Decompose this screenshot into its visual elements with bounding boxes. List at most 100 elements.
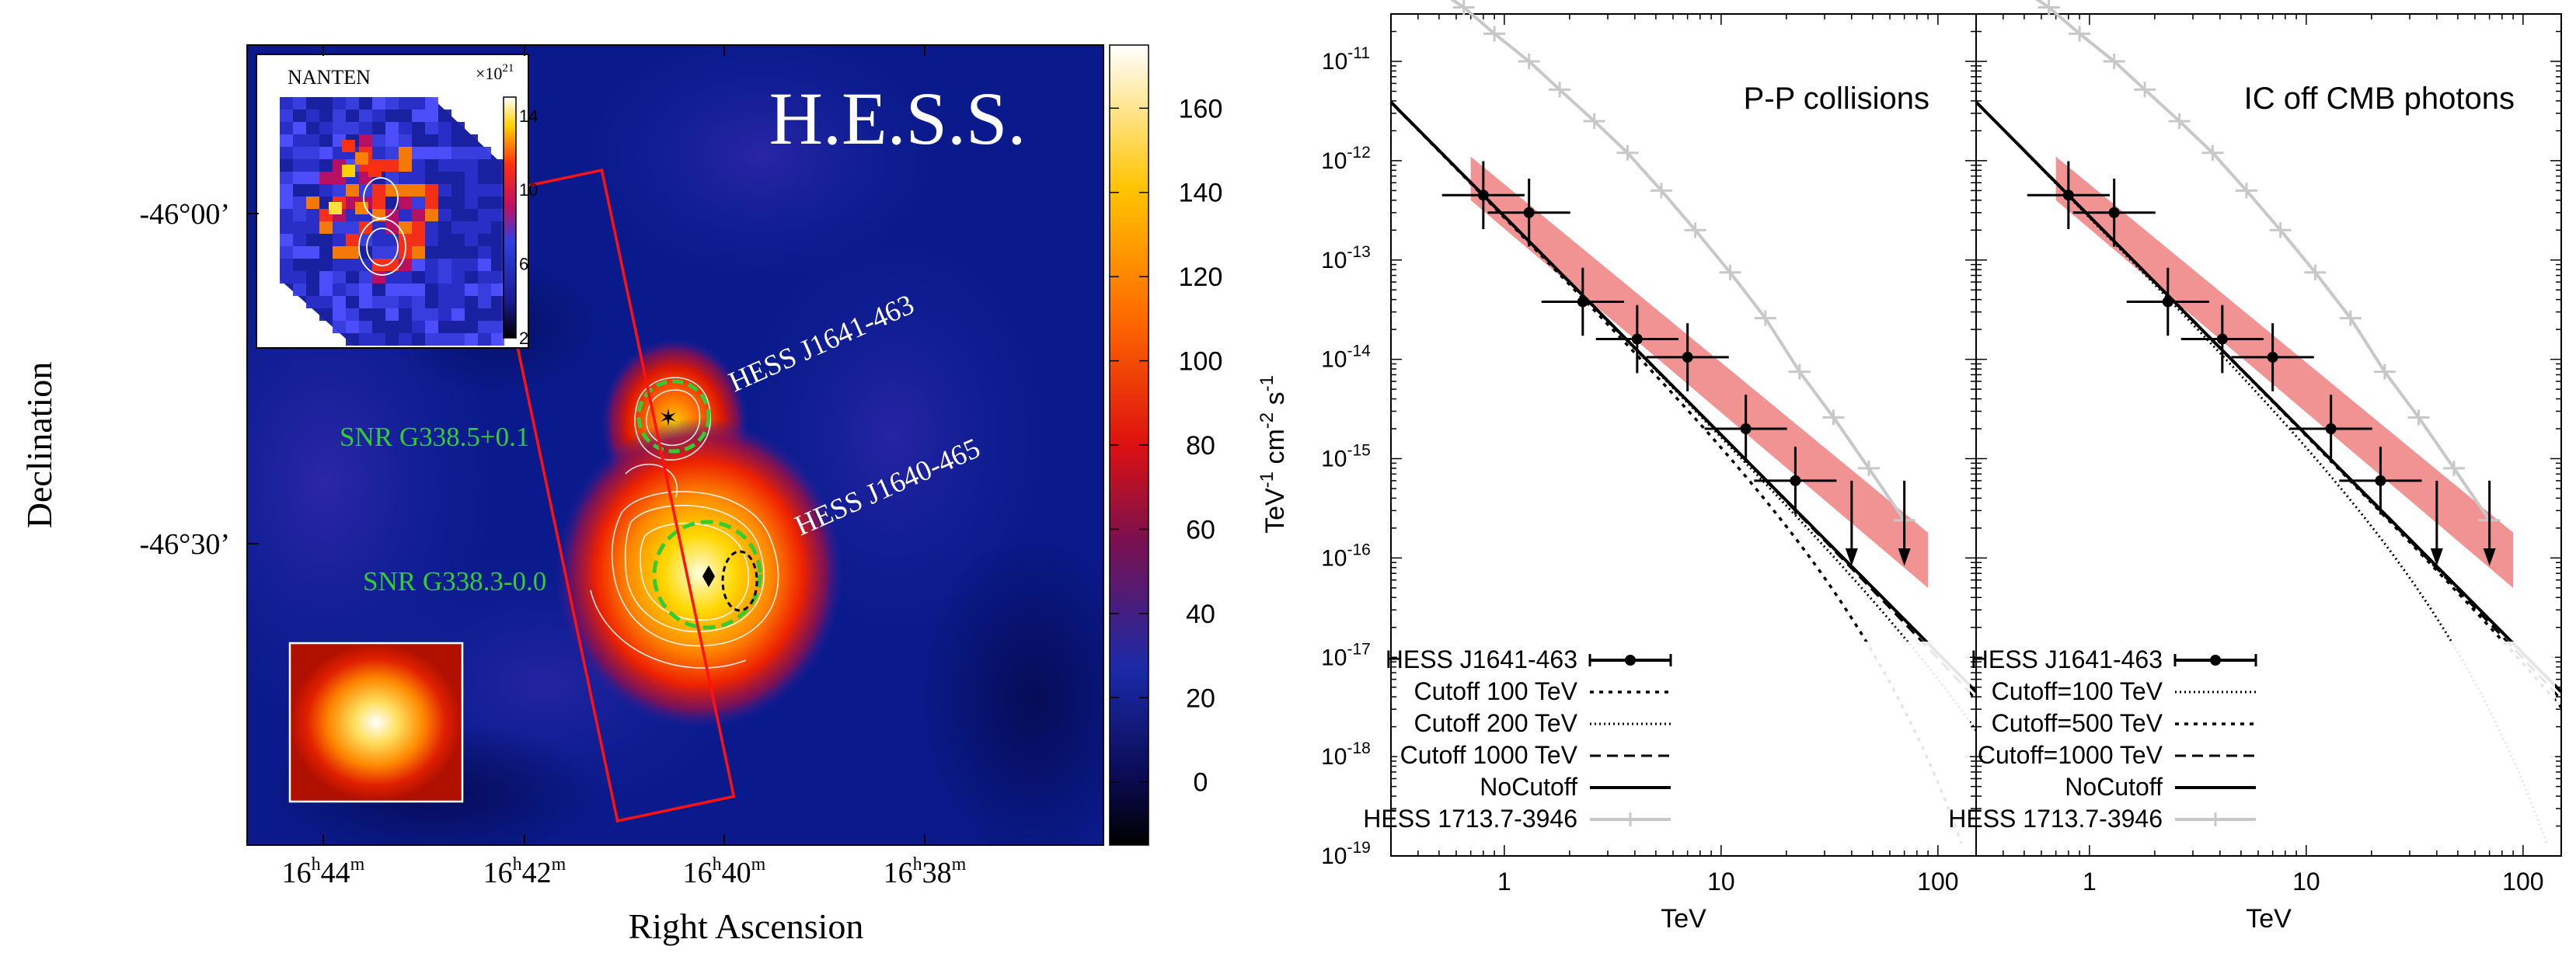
data-point	[2216, 333, 2228, 345]
x-tick-label: 100	[1917, 868, 1958, 896]
inset-pixel	[333, 308, 346, 321]
inset-pixel	[491, 221, 504, 234]
x-axis-label: TeV	[1661, 904, 1706, 934]
inset-pixel	[399, 308, 412, 321]
data-point	[2062, 190, 2074, 201]
ra-hour-unit: h	[713, 854, 722, 875]
unit-exponent: -1	[1257, 471, 1278, 488]
inset-pixel	[438, 259, 451, 271]
inset-pixel	[438, 197, 451, 209]
inset-pixel	[412, 97, 425, 110]
inset-pixel	[465, 296, 478, 308]
unit-base: s	[1260, 391, 1290, 412]
ra-hour-unit: h	[513, 854, 522, 875]
panel-pp-collisions: 10-1110-1210-1310-1410-1510-1610-1710-18…	[1321, 0, 1978, 934]
inset-pixel	[438, 308, 451, 321]
inset-pixel	[451, 147, 465, 159]
inset-pixel	[451, 321, 465, 333]
inset-scale-base: ×10	[476, 64, 502, 83]
inset-pixel	[491, 234, 504, 246]
inset-pixel	[319, 97, 333, 110]
region-box	[483, 169, 736, 823]
inset-pixel	[465, 172, 478, 184]
inset-pixel	[293, 97, 306, 110]
map-dark-region	[917, 528, 1103, 845]
inset-pixel	[478, 197, 491, 209]
inset-pixel	[306, 209, 319, 221]
data-point	[1477, 190, 1489, 201]
inset-pixel	[280, 97, 293, 110]
x-tick-label: 16h42m	[483, 854, 566, 889]
inset-pixel	[293, 197, 306, 209]
inset-colorbar-label: 2	[519, 329, 528, 348]
colorbar-label: 80	[1186, 431, 1215, 461]
inset-pixel	[372, 110, 385, 122]
inset-pixel	[293, 184, 306, 197]
inset-pixel	[346, 333, 359, 346]
inset-pixel	[333, 259, 346, 271]
x-tick-label: 10	[1707, 868, 1735, 896]
inset-pixel	[465, 221, 478, 234]
inset-pixel	[478, 234, 491, 246]
unit-base: TeV	[1260, 488, 1290, 534]
legend-label: Cutoff 1000 TeV	[1400, 741, 1578, 769]
inset-pixel	[491, 209, 504, 221]
inset-pixel	[306, 296, 319, 308]
inset-pixel	[333, 97, 346, 110]
y-tick-label: -46°30’	[139, 528, 230, 561]
inset-pixel	[306, 159, 319, 172]
inset-pixel	[319, 221, 333, 234]
inset-pixel	[465, 321, 478, 333]
legend-background	[1982, 642, 2555, 844]
inset-pixel	[385, 308, 399, 321]
contour	[640, 522, 750, 621]
inset-pixel	[465, 271, 478, 283]
inset-pixel	[385, 134, 399, 147]
inset-pixel	[359, 296, 372, 308]
inset-pixel	[333, 283, 346, 296]
inset-pixel	[346, 110, 359, 122]
x-tick-label: 16h44m	[282, 854, 365, 889]
data-point	[1740, 423, 1752, 435]
inset-pixel	[451, 333, 465, 346]
inset-colorbar	[503, 96, 517, 339]
inset-pixel	[412, 197, 425, 209]
colorbar-ticks: 0 20 40 60 80 100 120 140 160	[1110, 94, 1223, 798]
inset-pixels	[280, 97, 504, 346]
inset-pixel	[293, 122, 306, 134]
inset-pixel	[399, 296, 412, 308]
inset-pixel	[372, 197, 385, 209]
inset-pixel	[399, 197, 412, 209]
legend-label: HESS J1641-463	[1971, 645, 2163, 673]
colorbar-label: 120	[1179, 263, 1223, 292]
ra-minute-unit: m	[751, 854, 766, 875]
inset-pixel	[368, 165, 382, 177]
inset-pixel	[280, 172, 293, 184]
inset-pixel	[451, 159, 465, 172]
inset-pixel	[438, 184, 451, 197]
inset-contours	[358, 177, 406, 276]
y-tick-label: 10-14	[1321, 343, 1371, 373]
data-point	[2375, 475, 2386, 486]
contour	[358, 218, 406, 276]
inset-pixel	[319, 234, 333, 246]
inset-pixel	[438, 246, 451, 259]
inset-pixel	[372, 97, 385, 110]
inset-pixel	[438, 134, 451, 147]
inset-pixel	[399, 172, 412, 184]
y-tick-base: 10	[1321, 248, 1347, 273]
inset-pixel	[425, 283, 438, 296]
inset-pixel	[399, 122, 412, 134]
inset-pixel	[438, 221, 451, 234]
inset-pixel	[399, 283, 412, 296]
upper-limit-arrow	[2430, 548, 2443, 566]
y-tick-base: 10	[1322, 49, 1347, 75]
ra-minutes: 40	[722, 857, 751, 889]
legend-label: NoCutoff	[1480, 773, 1577, 801]
inset-pixel	[333, 321, 346, 333]
inset-pixel	[359, 333, 372, 346]
spectra-ylabel: TeV-1 cm-2 s-1	[1257, 375, 1290, 534]
inset-pixel	[399, 159, 412, 172]
inset-pixel	[306, 259, 319, 271]
inset-colorbar-ticks: 2 6 10 14	[519, 106, 538, 348]
